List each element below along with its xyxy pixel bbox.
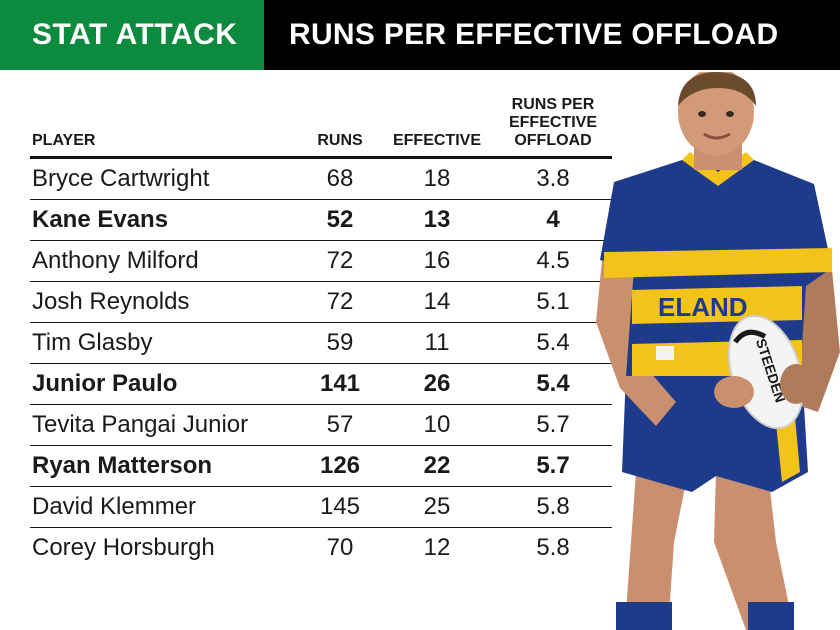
header-rpeo-line-2: EFFECTIVE	[508, 114, 597, 131]
header-runs: RUNS	[317, 132, 363, 149]
effective-value: 12	[423, 534, 451, 561]
effective-value: 26	[423, 370, 451, 397]
table-row: Corey Horsburgh 70 12 5.8	[30, 528, 612, 568]
header-player: PLAYER	[32, 132, 96, 149]
stats-table: PLAYER RUNS EFFECTIVE RUNS PER EFFECTIVE…	[30, 88, 612, 568]
player-name: Anthony Milford	[32, 247, 199, 274]
stat-attack-label: STAT ATTACK	[0, 0, 264, 70]
player-name: Bryce Cartwright	[32, 165, 210, 192]
effective-value: 16	[423, 247, 451, 274]
effective-value: 13	[423, 206, 451, 233]
runs-value: 72	[326, 247, 354, 274]
effective-value: 11	[424, 329, 450, 356]
rpeo-value: 5.7	[536, 452, 570, 479]
table-header: PLAYER RUNS EFFECTIVE RUNS PER EFFECTIVE…	[30, 88, 612, 159]
table-row: Josh Reynolds 72 14 5.1	[30, 282, 612, 323]
player-photo: ELAND STEEDEN	[596, 72, 840, 630]
table-body: Bryce Cartwright 68 18 3.8 Kane Evans 52 13 4 An…	[30, 159, 612, 568]
rpeo-value: 5.4	[536, 370, 570, 397]
table-row: David Klemmer 145 25 5.8	[30, 487, 612, 528]
rpeo-value: 5.8	[536, 534, 570, 561]
header-rpeo-line-1: RUNS PER	[511, 96, 595, 113]
player-name: Corey Horsburgh	[32, 534, 215, 561]
table-row: Anthony Milford 72 16 4.5	[30, 241, 612, 282]
table-row: Junior Paulo 141 26 5.4	[30, 364, 612, 405]
player-name: Junior Paulo	[32, 370, 178, 397]
runs-value: 70	[326, 534, 354, 561]
header-banner: STAT ATTACK RUNS PER EFFECTIVE OFFLOAD	[0, 0, 840, 70]
runs-value: 126	[319, 452, 361, 479]
runs-value: 52	[326, 206, 354, 233]
rpeo-value: 3.8	[536, 165, 570, 192]
header-runs-per-effective-offload: RUNS PER EFFECTIVE OFFLOAD	[494, 96, 612, 156]
table-row: Kane Evans 52 13 4	[30, 200, 612, 241]
effective-value: 10	[423, 411, 451, 438]
runs-value: 72	[326, 288, 354, 315]
rpeo-value: 5.1	[536, 288, 570, 315]
runs-value: 141	[319, 370, 361, 397]
effective-value: 25	[423, 493, 451, 520]
runs-value: 145	[319, 493, 361, 520]
runs-value: 59	[326, 329, 354, 356]
rpeo-value: 5.4	[536, 329, 570, 356]
effective-value: 22	[423, 452, 451, 479]
player-name: Tim Glasby	[32, 329, 153, 356]
rpeo-value: 4.5	[536, 247, 570, 274]
player-name: Kane Evans	[32, 206, 169, 233]
player-name: Josh Reynolds	[32, 288, 190, 315]
table-row: Ryan Matterson 126 22 5.7	[30, 446, 612, 487]
effective-value: 18	[423, 165, 451, 192]
player-name: David Klemmer	[32, 493, 197, 520]
header-rpeo-line-3: OFFLOAD	[514, 132, 592, 149]
player-name: Ryan Matterson	[32, 452, 213, 479]
table-row: Bryce Cartwright 68 18 3.8	[30, 159, 612, 200]
header-effective: EFFECTIVE	[392, 132, 481, 149]
rpeo-value: 5.7	[536, 411, 570, 438]
runs-value: 57	[326, 411, 354, 438]
rpeo-value: 5.8	[536, 493, 570, 520]
table-row: Tim Glasby 59 11 5.4	[30, 323, 612, 364]
jersey-sponsor-text: ELAND	[658, 292, 748, 322]
player-name: Tevita Pangai Junior	[32, 411, 249, 438]
effective-value: 14	[423, 288, 451, 315]
runs-value: 68	[326, 165, 354, 192]
graphic-title: RUNS PER EFFECTIVE OFFLOAD	[264, 0, 840, 70]
table-row: Tevita Pangai Junior 57 10 5.7	[30, 405, 612, 446]
rpeo-value: 4	[546, 206, 560, 233]
